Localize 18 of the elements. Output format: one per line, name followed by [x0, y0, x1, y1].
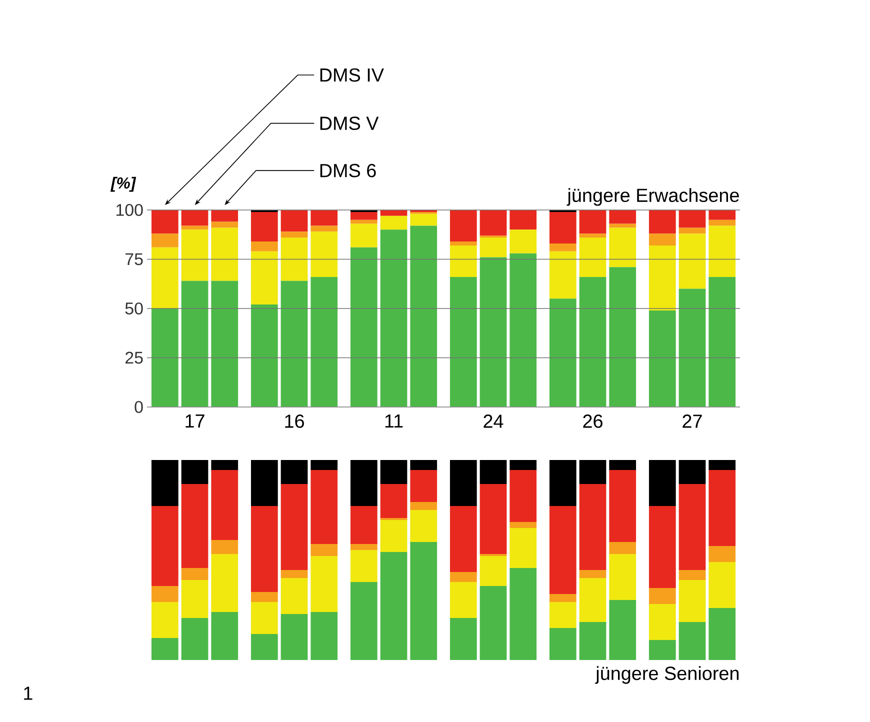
x-tick-label: 16 [285, 414, 304, 428]
x-tick-label: 27 [682, 414, 702, 428]
chart-title: jüngere Erwachsene [566, 188, 739, 206]
y-axis-title: [%] [110, 176, 136, 192]
y-tick-label: 25 [126, 352, 143, 364]
y-tick-label: 100 [116, 204, 143, 216]
text: DMS 6 [320, 164, 376, 178]
y-tick-label: 50 [125, 302, 143, 314]
x-tick-label: 11 [385, 414, 403, 428]
text: jüngere Senioren [595, 666, 739, 684]
x-tick-label: 24 [484, 414, 504, 428]
x-tick-label: 17 [186, 414, 204, 428]
y-tick-label: 75 [126, 253, 143, 266]
x-tick-label: 26 [583, 414, 602, 428]
y-tick-label: 0 [134, 400, 143, 413]
text: DMS IV [320, 68, 384, 82]
text: 1 [24, 686, 32, 700]
text: DMS V [320, 116, 379, 130]
